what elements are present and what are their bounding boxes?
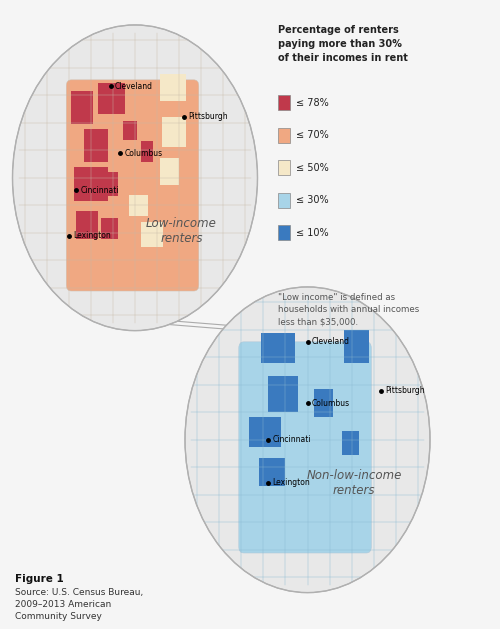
- Text: Columbus: Columbus: [312, 399, 350, 408]
- Bar: [278, 96, 289, 111]
- Bar: [160, 74, 186, 101]
- Text: Cleveland: Cleveland: [312, 338, 350, 347]
- Bar: [123, 121, 138, 140]
- FancyBboxPatch shape: [66, 80, 199, 291]
- Bar: [141, 222, 163, 247]
- FancyBboxPatch shape: [239, 342, 372, 553]
- Text: Pittsburgh: Pittsburgh: [188, 112, 228, 121]
- Bar: [162, 116, 186, 147]
- Bar: [258, 458, 285, 486]
- Text: Pittsburgh: Pittsburgh: [385, 386, 424, 396]
- Bar: [278, 192, 289, 208]
- Circle shape: [12, 25, 258, 331]
- Text: Source: U.S. Census Bureau,
2009–2013 American
Community Survey: Source: U.S. Census Bureau, 2009–2013 Am…: [15, 587, 144, 621]
- Text: Percentage of renters
paying more than 30%
of their incomes in rent: Percentage of renters paying more than 3…: [278, 25, 407, 63]
- Text: "Low income" is defined as
households with annual incomes
less than $35,000.: "Low income" is defined as households wi…: [278, 293, 419, 326]
- Text: ≤ 50%: ≤ 50%: [296, 163, 329, 173]
- Bar: [72, 91, 94, 125]
- Bar: [342, 431, 359, 455]
- Bar: [261, 333, 295, 364]
- Text: Cleveland: Cleveland: [114, 82, 152, 91]
- Bar: [278, 128, 289, 143]
- Bar: [278, 225, 289, 240]
- Text: Lexington: Lexington: [272, 478, 310, 487]
- Bar: [74, 167, 108, 201]
- Bar: [129, 194, 148, 216]
- Bar: [278, 160, 289, 175]
- Bar: [314, 389, 333, 417]
- Bar: [160, 158, 179, 186]
- Text: ≤ 78%: ≤ 78%: [296, 98, 329, 108]
- Bar: [98, 83, 125, 114]
- Text: Lexington: Lexington: [73, 231, 110, 240]
- Text: Cincinnati: Cincinnati: [80, 186, 119, 194]
- Circle shape: [185, 287, 430, 593]
- Bar: [100, 172, 118, 196]
- Text: Cincinnati: Cincinnati: [272, 435, 311, 444]
- Bar: [141, 141, 154, 162]
- Bar: [84, 129, 108, 162]
- Bar: [76, 211, 98, 239]
- Text: ≤ 10%: ≤ 10%: [296, 228, 328, 238]
- Text: Low-income
renters: Low-income renters: [146, 217, 217, 245]
- Bar: [268, 376, 298, 412]
- Bar: [344, 330, 369, 364]
- Bar: [248, 417, 280, 447]
- Bar: [100, 218, 118, 239]
- Text: Non-low-income
renters: Non-low-income renters: [306, 469, 402, 496]
- Text: Columbus: Columbus: [124, 149, 162, 158]
- Text: Figure 1: Figure 1: [15, 574, 64, 584]
- Text: ≤ 30%: ≤ 30%: [296, 195, 328, 205]
- Text: ≤ 70%: ≤ 70%: [296, 130, 329, 140]
